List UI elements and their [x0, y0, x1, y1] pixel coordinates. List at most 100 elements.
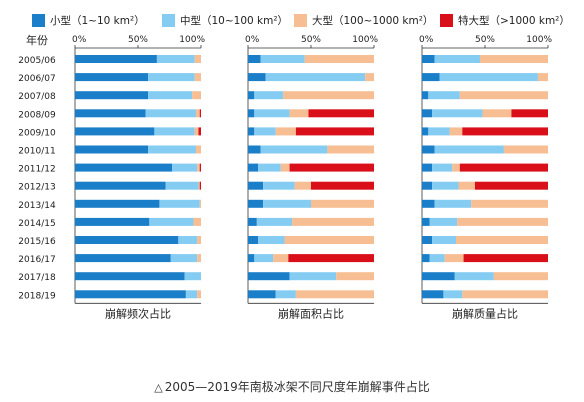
bar-segment-small [422, 163, 433, 172]
bar-segment-medium [154, 127, 195, 136]
bar-segment-small [422, 55, 435, 63]
bar-segment-small [75, 109, 146, 118]
bar-segment-large [452, 163, 460, 172]
year-label: 2017/18 [18, 273, 56, 283]
bar-segment-medium [429, 217, 458, 226]
bar-segment-small [75, 290, 186, 299]
bar-segment-medium [428, 91, 460, 100]
year-label: 2018/19 [18, 291, 56, 301]
year-label: 2010/11 [18, 147, 55, 157]
bar-segment-large [295, 290, 374, 299]
bar-segment-large [327, 145, 374, 154]
bar-segment-medium [429, 254, 445, 263]
bar-segment-medium [428, 127, 450, 136]
bar-segment-large [294, 181, 311, 190]
bar-segment-medium [148, 145, 196, 154]
bar-segment-medium [145, 109, 196, 118]
bar-segment-xlarge [289, 163, 374, 172]
bar-segment-small [248, 254, 255, 263]
stacked-bar-charts: 年份 2005/06 2006/07 2007/08 2008/09 2009/10 201… [18, 33, 552, 320]
bar-segment-medium [170, 254, 198, 263]
bar-segment-medium [454, 272, 494, 281]
bar-segment-large [456, 236, 548, 244]
bar-segment-small [422, 290, 444, 299]
legend-item-large: 大型（100~1000 km²） [294, 12, 433, 28]
bar-segment-large [195, 109, 200, 118]
year-label: 2015/16 [18, 237, 56, 247]
bar-segment-medium [254, 109, 290, 118]
bar-segment-small [422, 236, 433, 244]
bar-segment-large [194, 73, 201, 82]
panel-xlabel: 崩解频次占比 [105, 306, 171, 320]
bar-segment-large [457, 217, 548, 226]
bar-segment-small [75, 145, 149, 154]
legend: 小型（1~10 km²） 中型（10~100 km²） 大型（100~1000 … [32, 12, 582, 28]
bar-segment-small [248, 127, 255, 136]
bar-segment-medium [149, 217, 194, 226]
bar-segment-small [248, 290, 276, 299]
bar-segment-medium [265, 73, 366, 82]
bar-segment-medium [258, 236, 285, 244]
legend-swatch-small [32, 13, 45, 27]
bar-segment-medium [165, 181, 199, 190]
bar-segment-medium [275, 290, 296, 299]
tick-label: 100% [526, 35, 552, 45]
bar-segment-medium [439, 73, 538, 82]
bar-segment-medium [432, 236, 457, 244]
bar-segment-xlarge [511, 109, 548, 118]
bar-segment-large [283, 91, 374, 100]
bar-segment-small [248, 109, 255, 118]
bar-segment-medium [263, 199, 311, 208]
bar-segment-large [471, 199, 548, 208]
legend-swatch-xlarge [440, 13, 453, 27]
year-label: 2013/14 [18, 201, 56, 211]
bar-segment-large [459, 91, 548, 100]
bar-segment-large [458, 181, 475, 190]
bar-segment-small [248, 181, 264, 190]
bar-segment-medium [148, 91, 193, 100]
bar-segment-small [248, 272, 290, 281]
triangle-icon: △ [154, 381, 163, 394]
bar-segment-medium [434, 55, 480, 63]
year-label: 2016/17 [18, 255, 55, 265]
bar-segment-small [75, 91, 149, 100]
bar-segment-large [194, 55, 201, 63]
year-label: 2008/09 [18, 110, 56, 120]
year-label: 2009/10 [18, 128, 56, 138]
tick-label: 0% [419, 35, 434, 45]
bar-segment-medium [254, 127, 276, 136]
bar-segment-large [198, 181, 200, 190]
bar-segment-small [75, 181, 166, 190]
year-label: 2007/08 [18, 92, 56, 102]
tick-label: 50% [301, 35, 321, 45]
bar-segment-xlarge [199, 181, 201, 190]
bar-segment-small [75, 55, 157, 63]
bar-segment-medium [260, 145, 328, 154]
bar-segment-small [422, 91, 429, 100]
bar-segment-large [280, 163, 290, 172]
bar-segment-large [304, 55, 374, 63]
bar-segment-medium [159, 199, 200, 208]
bar-segment-small [422, 181, 433, 190]
panel-xlabel: 崩解面积占比 [278, 306, 344, 320]
bar-segment-xlarge [463, 254, 548, 263]
bar-segment-small [248, 236, 259, 244]
legend-swatch-medium [162, 13, 175, 27]
bar-segment-large [479, 55, 548, 63]
bar-segment-medium [256, 217, 293, 226]
bar-segment-medium [172, 163, 198, 172]
bar-segment-small [422, 145, 435, 154]
bar-segment-medium [254, 254, 274, 263]
legend-item-medium: 中型（10~100 km²） [162, 12, 288, 28]
bar-segment-small [75, 236, 179, 244]
bar-segment-large [197, 254, 201, 263]
bar-segment-small [422, 109, 433, 118]
bar-segment-medium [185, 290, 198, 299]
bar-segment-xlarge [288, 254, 374, 263]
bar-segment-large [199, 199, 201, 208]
legend-swatch-large [294, 13, 307, 27]
legend-item-xlarge: 特大型（>1000 km²） [440, 12, 570, 28]
bar-segment-medium [432, 163, 453, 172]
bar-segment-xlarge [295, 127, 374, 136]
bar-segment-large [195, 145, 201, 154]
